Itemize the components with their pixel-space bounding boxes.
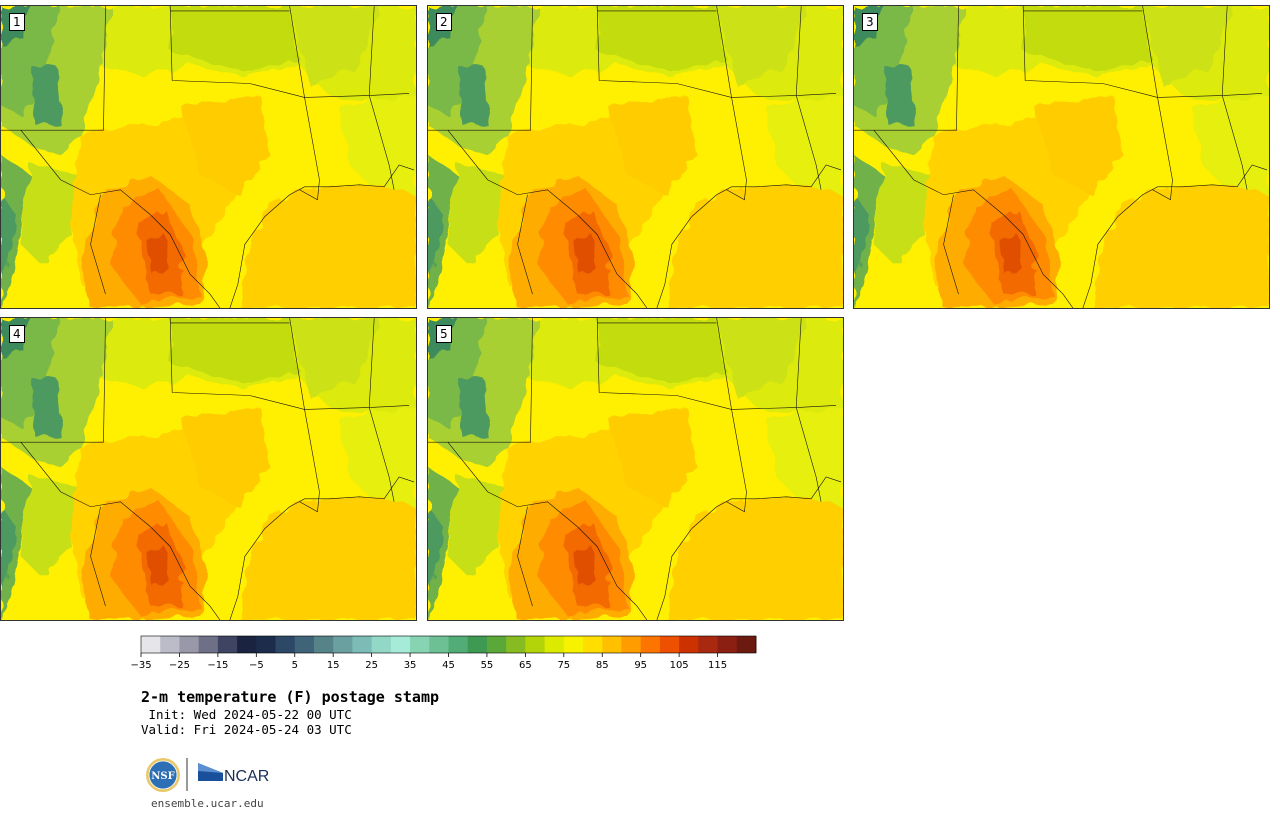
colorbar-tick-label: 75	[557, 660, 570, 671]
colorbar-tick-label: −15	[207, 660, 228, 671]
colorbar-tick-label: 65	[519, 660, 532, 671]
panel-label-1: 1	[9, 13, 25, 31]
colorbar-swatch	[390, 636, 411, 653]
colorbar-swatch	[640, 636, 661, 653]
temperature-map-2	[428, 6, 843, 308]
colorbar-swatch	[448, 636, 469, 653]
colorbar-swatch	[717, 636, 738, 653]
colorbar-swatch	[429, 636, 449, 653]
colorbar-swatch	[313, 636, 334, 653]
colorbar-tick-label: −35	[130, 660, 151, 671]
colorbar-tick-label: 35	[404, 660, 417, 671]
colorbar-swatch	[179, 636, 200, 653]
temperature-colorbar: −35 −25 −15 −5 5 15 25 35 45 55 65 75 85 95 105 115	[130, 635, 757, 676]
temperature-map-5	[428, 318, 843, 620]
panel-label-4: 4	[9, 325, 25, 343]
nsf-logo-icon: NSF	[146, 758, 180, 792]
valid-time: Valid: Fri 2024-05-24 03 UTC	[141, 722, 352, 737]
colorbar-swatch	[141, 636, 161, 653]
colorbar-tick-label: −25	[169, 660, 190, 671]
colorbar-tick-label: 105	[670, 660, 689, 671]
colorbar-swatch	[563, 636, 584, 653]
colorbar-swatch	[467, 636, 488, 653]
colorbar-swatch	[256, 636, 276, 653]
ensemble-panel-1: 1	[0, 5, 417, 309]
panel-label-3: 3	[862, 13, 878, 31]
ensemble-panel-3: 3	[853, 5, 1270, 309]
ensemble-panel-5: 5	[427, 317, 844, 621]
colorbar-swatch	[659, 636, 680, 653]
colorbar-tick-label: −5	[249, 660, 264, 671]
website-link[interactable]: ensemble.ucar.edu	[151, 797, 264, 810]
colorbar-swatch	[544, 636, 565, 653]
colorbar-swatch	[294, 636, 315, 653]
colorbar-swatch	[371, 636, 392, 653]
nsf-ncar-logo: NSF NCAR	[146, 758, 269, 792]
svg-text:NCAR: NCAR	[224, 768, 269, 785]
colorbar-swatch	[198, 636, 219, 653]
colorbar-tick-label: 45	[442, 660, 455, 671]
temperature-map-4	[1, 318, 416, 620]
ensemble-panel-4: 4	[0, 317, 417, 621]
colorbar-swatch	[410, 636, 430, 653]
ensemble-panel-2: 2	[427, 5, 844, 309]
svg-text:NSF: NSF	[151, 771, 174, 782]
colorbar-swatch	[621, 636, 642, 653]
colorbar-swatch	[217, 636, 238, 653]
colorbar-swatch	[736, 636, 757, 653]
figure-title: 2-m temperature (F) postage stamp	[141, 688, 440, 706]
colorbar-swatch	[583, 636, 603, 653]
temperature-map-1	[1, 6, 416, 308]
colorbar-tick-label: 115	[708, 660, 727, 671]
ncar-logo-icon: NCAR	[198, 763, 269, 785]
colorbar-swatch	[698, 636, 718, 653]
temperature-map-3	[854, 6, 1269, 308]
colorbar-tick-label: 5	[292, 660, 298, 671]
colorbar-swatch	[160, 636, 180, 653]
colorbar-swatch	[333, 636, 353, 653]
colorbar-swatch	[525, 636, 545, 653]
panel-label-5: 5	[436, 325, 452, 343]
colorbar-tick-label: 55	[481, 660, 494, 671]
colorbar-tick-label: 15	[327, 660, 340, 671]
colorbar-swatch	[275, 636, 296, 653]
init-time: Init: Wed 2024-05-22 00 UTC	[141, 707, 352, 722]
colorbar-swatch	[602, 636, 622, 653]
colorbar-tick-label: 25	[365, 660, 378, 671]
logos: NSF NCAR	[143, 755, 283, 795]
colorbar-swatch	[679, 636, 699, 653]
colorbar-swatch	[506, 636, 526, 653]
colorbar-tick-label: 95	[634, 660, 647, 671]
panel-label-2: 2	[436, 13, 452, 31]
colorbar-swatch	[486, 636, 507, 653]
colorbar-graphic: −35 −25 −15 −5 5 15 25 35 45 55 65 75 85 95 105 115	[130, 635, 757, 671]
colorbar-swatch	[237, 636, 257, 653]
colorbar-tick-label: 85	[596, 660, 609, 671]
colorbar-swatch	[352, 636, 373, 653]
